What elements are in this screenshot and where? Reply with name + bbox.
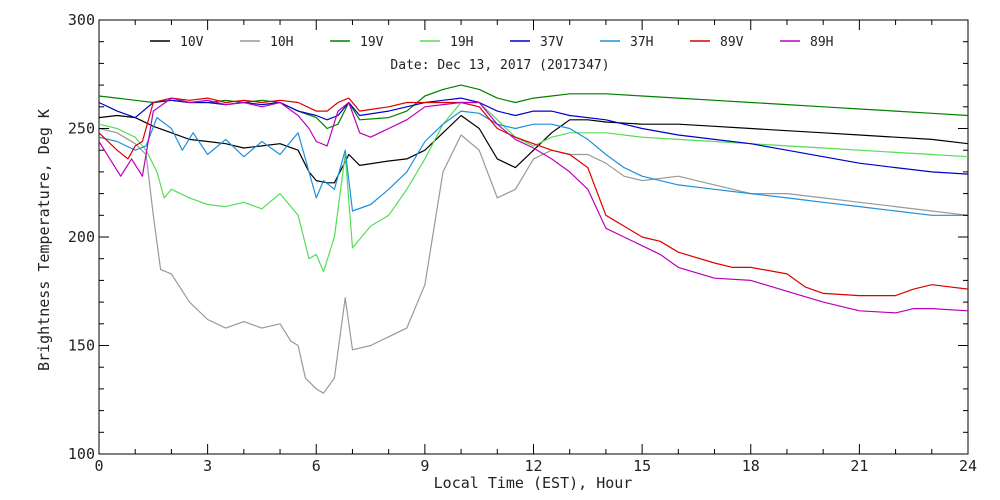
x-tick-label: 9 <box>420 457 429 475</box>
x-tick-label: 0 <box>94 457 103 475</box>
x-tick-label: 21 <box>850 457 868 475</box>
legend-label-37v: 37V <box>540 35 564 50</box>
legend-label-19h: 19H <box>450 35 473 50</box>
x-axis-label: Local Time (EST), Hour <box>434 474 633 492</box>
ticks-layer: 0 3 6 9 12 15 18 21 24 100 150 200 250 300 <box>68 11 977 475</box>
x-tick-label: 24 <box>959 457 977 475</box>
y-tick-label: 150 <box>68 337 95 355</box>
y-axis-label: Brightness Temperature, Deg K <box>35 109 53 371</box>
series-line-19v <box>98 84 969 130</box>
y-tick-label: 100 <box>68 445 95 463</box>
date-annotation: Date: Dec 13, 2017 (2017347) <box>390 58 609 73</box>
y-tick-label: 300 <box>68 11 95 29</box>
legend-label-10v: 10V <box>180 35 204 50</box>
x-tick-label: 3 <box>203 457 212 475</box>
legend-label-10h: 10H <box>270 35 293 50</box>
legend-label-89v: 89V <box>720 35 744 50</box>
series-line-19h <box>98 101 969 273</box>
x-tick-label: 18 <box>742 457 760 475</box>
legend-label-19v: 19V <box>360 35 384 50</box>
series-line-10h <box>98 127 969 394</box>
y-tick-label: 250 <box>68 120 95 138</box>
series-layer <box>98 84 969 394</box>
series-line-89v <box>98 97 969 297</box>
legend-label-89h: 89H <box>810 35 833 50</box>
series-line-37h <box>98 110 968 216</box>
legend: 10V 10H 19V 19H 37V 37H 89V 89H <box>150 35 833 50</box>
x-tick-label: 12 <box>524 457 542 475</box>
series-line-89h <box>98 97 969 314</box>
plot-frame <box>98 19 969 455</box>
legend-label-37h: 37H <box>630 35 653 50</box>
series-line-10v <box>98 114 969 184</box>
x-tick-label: 15 <box>633 457 651 475</box>
x-tick-label: 6 <box>312 457 321 475</box>
y-tick-label: 200 <box>68 228 95 246</box>
series-line-37v <box>98 97 969 175</box>
